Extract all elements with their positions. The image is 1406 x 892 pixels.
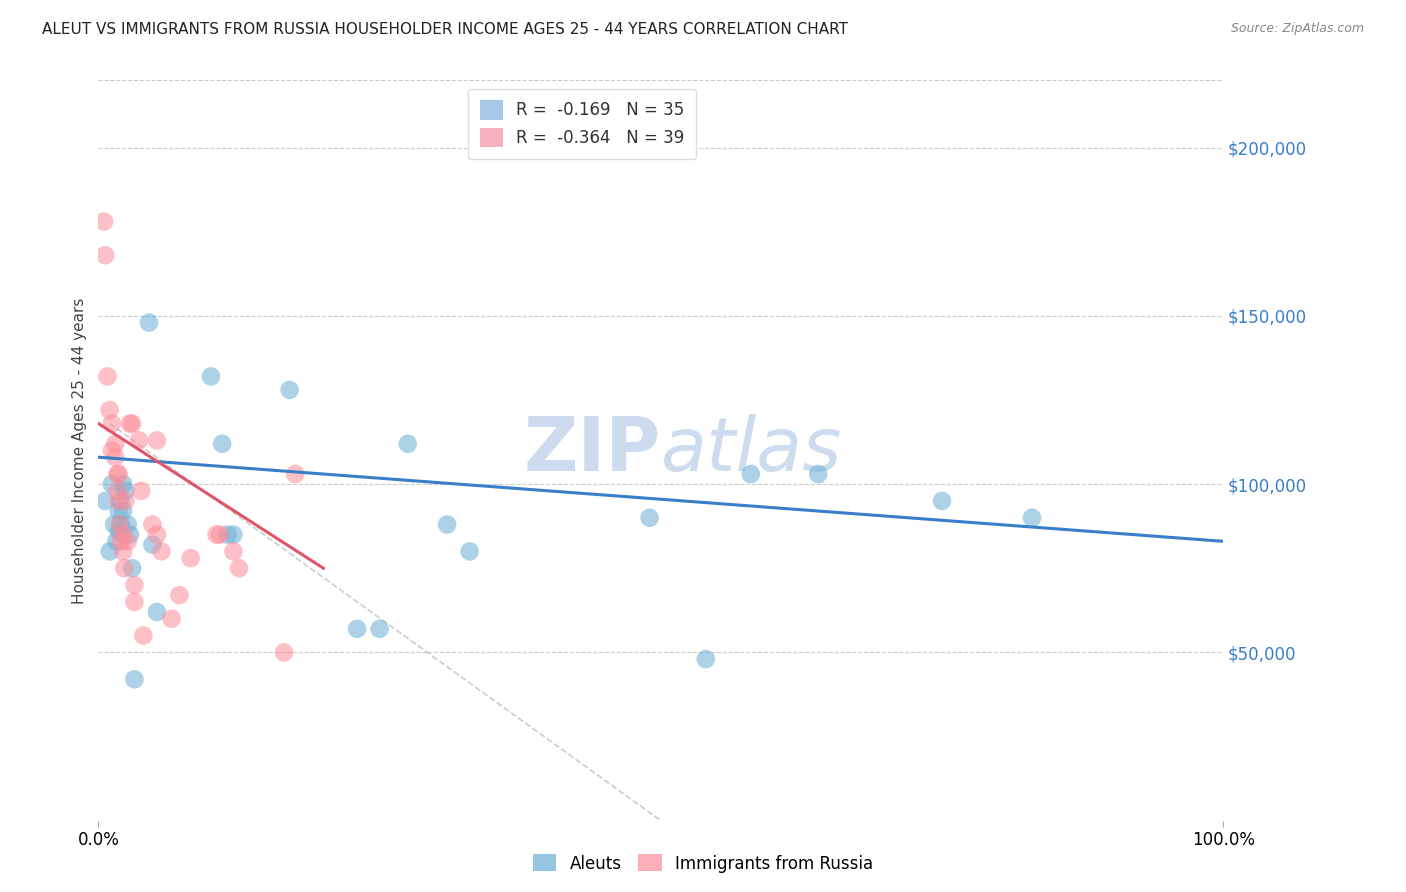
Point — [396, 436, 419, 450]
Point — [1021, 510, 1043, 524]
Point — [105, 534, 128, 549]
Point — [101, 443, 124, 458]
Legend: Aleuts, Immigrants from Russia: Aleuts, Immigrants from Russia — [526, 847, 880, 880]
Point — [121, 417, 143, 431]
Point — [98, 403, 121, 417]
Text: Source: ZipAtlas.com: Source: ZipAtlas.com — [1230, 22, 1364, 36]
Point — [117, 517, 139, 532]
Legend: R =  -0.169   N = 35, R =  -0.364   N = 39: R = -0.169 N = 35, R = -0.364 N = 39 — [468, 88, 696, 159]
Point — [108, 517, 131, 532]
Point — [200, 369, 222, 384]
Point — [222, 544, 245, 558]
Point — [180, 551, 202, 566]
Point — [124, 595, 146, 609]
Point — [107, 467, 129, 481]
Point — [638, 510, 661, 524]
Point — [112, 561, 135, 575]
Point — [107, 504, 129, 518]
Point — [128, 434, 150, 448]
Point — [112, 504, 135, 518]
Point — [112, 477, 135, 491]
Point — [107, 467, 129, 481]
Point — [101, 477, 124, 491]
Point — [132, 628, 155, 642]
Point — [146, 434, 169, 448]
Point — [121, 561, 143, 575]
Point — [104, 436, 127, 450]
Point — [146, 527, 169, 541]
Point — [160, 612, 183, 626]
Point — [208, 527, 231, 541]
Point — [368, 622, 391, 636]
Point — [117, 534, 139, 549]
Point — [740, 467, 762, 481]
Point — [141, 538, 163, 552]
Point — [146, 605, 169, 619]
Point — [217, 527, 239, 541]
Point — [118, 417, 141, 431]
Y-axis label: Householder Income Ages 25 - 44 years: Householder Income Ages 25 - 44 years — [72, 297, 87, 604]
Point — [110, 517, 132, 532]
Point — [150, 544, 173, 558]
Point — [114, 494, 136, 508]
Point — [104, 450, 127, 465]
Point — [93, 214, 115, 228]
Text: atlas: atlas — [661, 415, 842, 486]
Point — [458, 544, 481, 558]
Point — [107, 483, 129, 498]
Point — [211, 436, 233, 450]
Point — [931, 494, 953, 508]
Point — [101, 417, 124, 431]
Point — [228, 561, 250, 575]
Point — [436, 517, 458, 532]
Point — [107, 524, 129, 539]
Point — [205, 527, 228, 541]
Text: ALEUT VS IMMIGRANTS FROM RUSSIA HOUSEHOLDER INCOME AGES 25 - 44 YEARS CORRELATIO: ALEUT VS IMMIGRANTS FROM RUSSIA HOUSEHOL… — [42, 22, 848, 37]
Point — [273, 645, 295, 659]
Point — [129, 483, 152, 498]
Point — [138, 316, 160, 330]
Point — [103, 517, 125, 532]
Point — [169, 588, 191, 602]
Point — [278, 383, 301, 397]
Point — [94, 494, 117, 508]
Point — [112, 544, 135, 558]
Point — [110, 534, 132, 549]
Point — [284, 467, 307, 481]
Point — [110, 494, 132, 508]
Point — [346, 622, 368, 636]
Point — [114, 483, 136, 498]
Point — [695, 652, 717, 666]
Point — [222, 527, 245, 541]
Point — [112, 527, 135, 541]
Point — [94, 248, 117, 262]
Point — [124, 578, 146, 592]
Point — [107, 494, 129, 508]
Point — [141, 517, 163, 532]
Point — [98, 544, 121, 558]
Point — [807, 467, 830, 481]
Point — [124, 673, 146, 687]
Point — [96, 369, 118, 384]
Point — [118, 527, 141, 541]
Text: ZIP: ZIP — [523, 414, 661, 487]
